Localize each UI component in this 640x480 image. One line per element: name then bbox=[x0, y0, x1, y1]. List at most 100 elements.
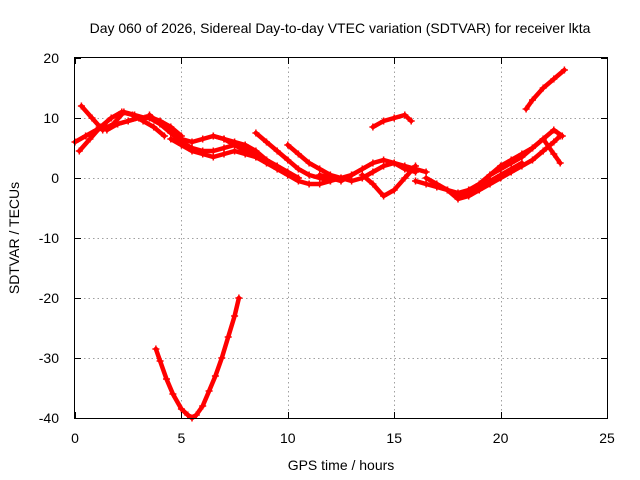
y-axis-label: SDTVAR / TECUs bbox=[6, 182, 22, 294]
data-point bbox=[169, 390, 177, 398]
data-point bbox=[529, 144, 536, 152]
data-point bbox=[497, 174, 505, 182]
data-point bbox=[156, 120, 164, 128]
data-point bbox=[348, 177, 356, 185]
data-point bbox=[231, 147, 239, 155]
data-point bbox=[220, 144, 228, 152]
data-point bbox=[124, 117, 132, 125]
data-point bbox=[77, 102, 85, 110]
y-tick-label: -20 bbox=[39, 290, 59, 306]
data-point bbox=[348, 171, 356, 179]
data-point bbox=[88, 114, 96, 122]
data-point bbox=[211, 372, 219, 380]
data-point bbox=[465, 186, 473, 194]
data-point bbox=[369, 159, 377, 167]
y-tick-label: 0 bbox=[51, 170, 59, 186]
data-point bbox=[305, 159, 313, 167]
data-point bbox=[150, 123, 158, 131]
data-point bbox=[135, 114, 143, 122]
data-point bbox=[252, 129, 260, 137]
data-point bbox=[401, 111, 409, 119]
data-point bbox=[107, 114, 115, 122]
data-point bbox=[177, 405, 185, 413]
plot-frame bbox=[74, 57, 608, 419]
x-axis-label: GPS time / hours bbox=[288, 457, 395, 473]
data-point bbox=[401, 165, 409, 173]
data-point bbox=[529, 156, 536, 164]
data-point bbox=[86, 135, 94, 143]
data-point bbox=[337, 177, 345, 185]
data-point bbox=[412, 177, 419, 185]
data-point bbox=[507, 168, 515, 176]
series-line-arc-16 bbox=[466, 136, 563, 193]
data-point bbox=[550, 138, 558, 146]
data-point bbox=[103, 126, 111, 134]
data-point bbox=[263, 159, 270, 167]
data-point bbox=[163, 375, 170, 383]
data-point bbox=[369, 168, 377, 176]
chart-title: Day 060 of 2026, Sidereal Day-to-day VTE… bbox=[90, 20, 591, 36]
data-point bbox=[422, 168, 430, 176]
data-point bbox=[273, 147, 281, 155]
data-point bbox=[146, 111, 153, 119]
data-point bbox=[118, 108, 126, 116]
x-tick-label: 25 bbox=[599, 430, 615, 446]
data-point bbox=[316, 171, 324, 179]
data-point bbox=[518, 150, 526, 158]
data-point bbox=[97, 123, 104, 131]
data-point bbox=[284, 141, 292, 149]
data-point bbox=[475, 186, 483, 194]
data-point bbox=[539, 147, 547, 155]
data-point bbox=[550, 75, 558, 83]
data-point bbox=[316, 165, 324, 173]
data-point bbox=[556, 159, 564, 167]
data-point bbox=[305, 180, 313, 188]
data-point bbox=[220, 150, 228, 158]
data-point bbox=[380, 156, 388, 164]
x-tick-labels: 0 5 10 15 20 25 bbox=[71, 430, 615, 446]
data-point bbox=[177, 141, 185, 149]
series-line-arc-10 bbox=[317, 157, 418, 184]
series-line-arc-5 bbox=[147, 112, 269, 163]
data-point bbox=[486, 171, 494, 179]
x-tick-label: 15 bbox=[386, 430, 402, 446]
data-point bbox=[235, 294, 243, 302]
data-point bbox=[209, 132, 217, 140]
data-point bbox=[529, 96, 536, 104]
data-point bbox=[199, 150, 207, 158]
data-point bbox=[507, 156, 515, 164]
data-point bbox=[294, 177, 302, 185]
data-point bbox=[369, 180, 377, 188]
data-point bbox=[358, 165, 366, 173]
data-point bbox=[518, 162, 526, 170]
data-point bbox=[316, 180, 324, 188]
data-point bbox=[231, 312, 239, 320]
data-point bbox=[82, 132, 90, 140]
data-point bbox=[199, 135, 207, 143]
data-point bbox=[412, 162, 419, 170]
data-point bbox=[475, 180, 483, 188]
data-point bbox=[284, 156, 292, 164]
x-tick-label: 5 bbox=[178, 430, 186, 446]
data-point bbox=[199, 402, 207, 410]
data-point bbox=[539, 135, 547, 143]
data-point bbox=[539, 84, 547, 92]
y-tick-labels: -40 -30 -20 -10 0 10 20 bbox=[39, 50, 59, 426]
data-point bbox=[407, 117, 415, 125]
data-point bbox=[209, 153, 217, 161]
data-point bbox=[380, 117, 388, 125]
data-point bbox=[205, 387, 213, 395]
data-point bbox=[433, 180, 441, 188]
data-point bbox=[129, 111, 136, 119]
data-point bbox=[412, 168, 419, 176]
data-point bbox=[167, 129, 175, 137]
data-point bbox=[369, 123, 377, 131]
data-point bbox=[152, 345, 160, 353]
x-tick-label: 0 bbox=[71, 430, 79, 446]
data-point bbox=[380, 162, 388, 170]
data-point bbox=[443, 186, 451, 194]
data-point bbox=[294, 150, 302, 158]
data-point bbox=[326, 174, 334, 182]
axis-ticks bbox=[75, 58, 608, 419]
